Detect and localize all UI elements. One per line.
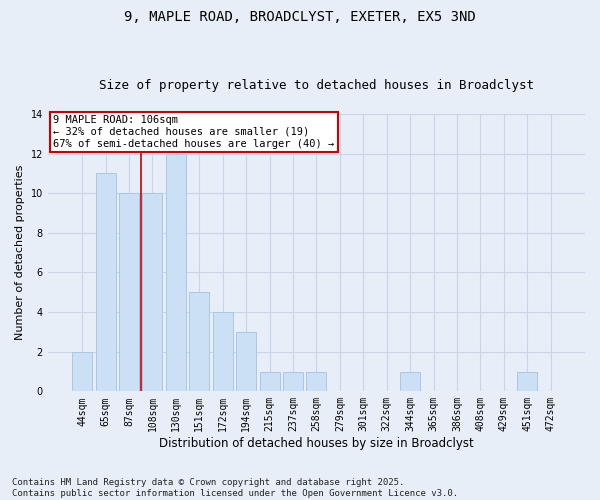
Bar — [72, 352, 92, 392]
Bar — [236, 332, 256, 392]
Bar — [400, 372, 420, 392]
Y-axis label: Number of detached properties: Number of detached properties — [15, 165, 25, 340]
Bar — [213, 312, 233, 392]
Bar — [95, 174, 116, 392]
Bar — [260, 372, 280, 392]
Bar — [119, 193, 139, 392]
Bar — [166, 154, 186, 392]
Bar — [517, 372, 537, 392]
Text: 9 MAPLE ROAD: 106sqm
← 32% of detached houses are smaller (19)
67% of semi-detac: 9 MAPLE ROAD: 106sqm ← 32% of detached h… — [53, 116, 334, 148]
Bar — [190, 292, 209, 392]
Text: Contains HM Land Registry data © Crown copyright and database right 2025.
Contai: Contains HM Land Registry data © Crown c… — [12, 478, 458, 498]
Title: Size of property relative to detached houses in Broadclyst: Size of property relative to detached ho… — [99, 79, 534, 92]
Bar — [283, 372, 303, 392]
Bar — [142, 193, 163, 392]
Text: 9, MAPLE ROAD, BROADCLYST, EXETER, EX5 3ND: 9, MAPLE ROAD, BROADCLYST, EXETER, EX5 3… — [124, 10, 476, 24]
X-axis label: Distribution of detached houses by size in Broadclyst: Distribution of detached houses by size … — [159, 437, 474, 450]
Bar — [307, 372, 326, 392]
